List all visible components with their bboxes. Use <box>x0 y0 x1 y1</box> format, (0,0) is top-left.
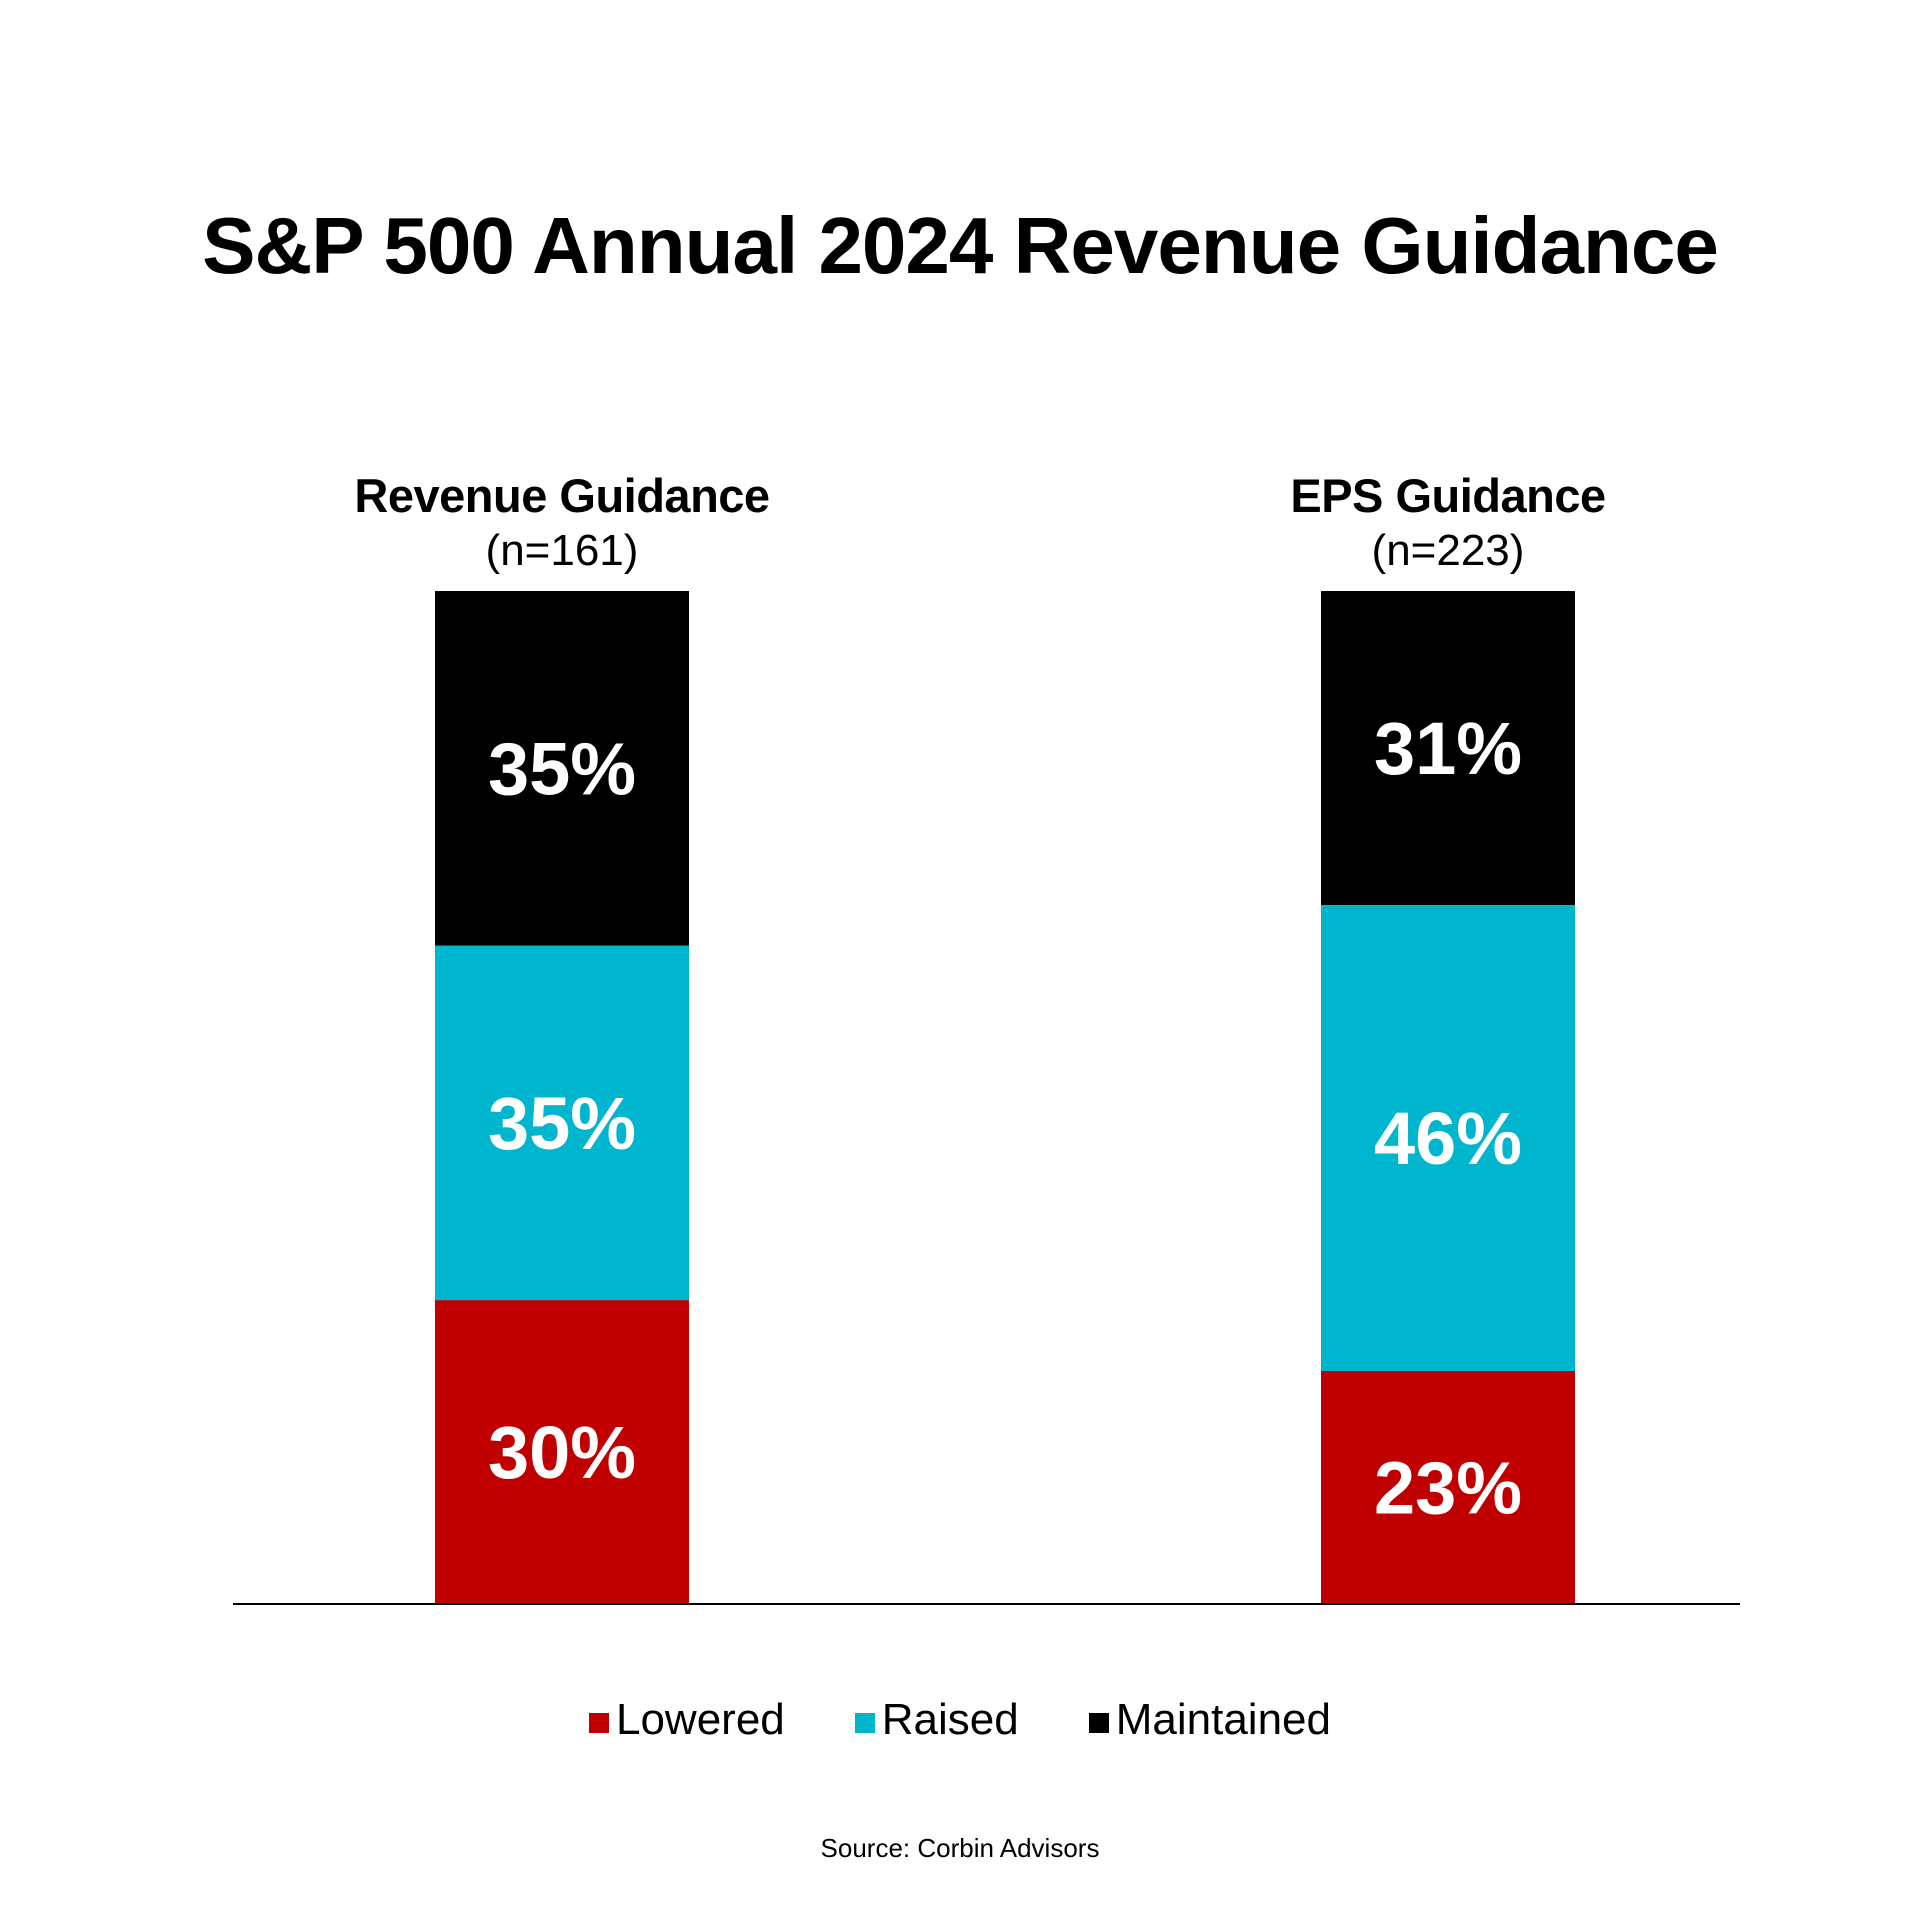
legend-label: Maintained <box>1115 1695 1331 1744</box>
data-label-lowered-eps: 23% <box>1374 1447 1522 1530</box>
data-label-maintained-eps: 31% <box>1374 707 1522 790</box>
bar-segment-maintained-eps <box>1321 591 1575 906</box>
legend: Lowered Raised Maintained <box>0 1695 1920 1745</box>
data-label-raised-eps: 46% <box>1374 1097 1522 1180</box>
bar-segment-lowered-revenue <box>435 1300 689 1604</box>
category-sample-size: (n=223) <box>1371 526 1525 575</box>
legend-label: Raised <box>881 1695 1019 1744</box>
category-header-eps: EPS Guidance (n=223) <box>1168 468 1728 578</box>
data-label-lowered-revenue: 30% <box>488 1411 636 1494</box>
category-label: Revenue Guidance <box>354 469 770 522</box>
legend-item-maintained: Maintained <box>1088 1695 1331 1745</box>
bar-segment-raised-eps <box>1321 905 1575 1372</box>
legend-swatch-maintained <box>1088 1713 1109 1733</box>
bar-segment-lowered-eps <box>1321 1371 1575 1604</box>
source-note: Source: Corbin Advisors <box>820 1833 1100 1863</box>
legend-label: Lowered <box>615 1695 785 1744</box>
bar-segment-maintained-revenue <box>435 591 689 946</box>
chart-title: S&P 500 Annual 2024 Revenue Guidance <box>202 201 1719 290</box>
category-header-revenue: Revenue Guidance (n=161) <box>282 468 842 578</box>
legend-swatch-lowered <box>588 1713 609 1733</box>
legend-item-lowered: Lowered <box>588 1695 785 1745</box>
data-label-raised-revenue: 35% <box>488 1082 636 1165</box>
legend-item-raised: Raised <box>854 1695 1019 1745</box>
category-label: EPS Guidance <box>1290 469 1606 522</box>
data-label-maintained-revenue: 35% <box>488 727 636 810</box>
bar-segment-raised-revenue <box>435 945 689 1301</box>
category-sample-size: (n=161) <box>485 526 639 575</box>
legend-swatch-raised <box>854 1713 875 1733</box>
